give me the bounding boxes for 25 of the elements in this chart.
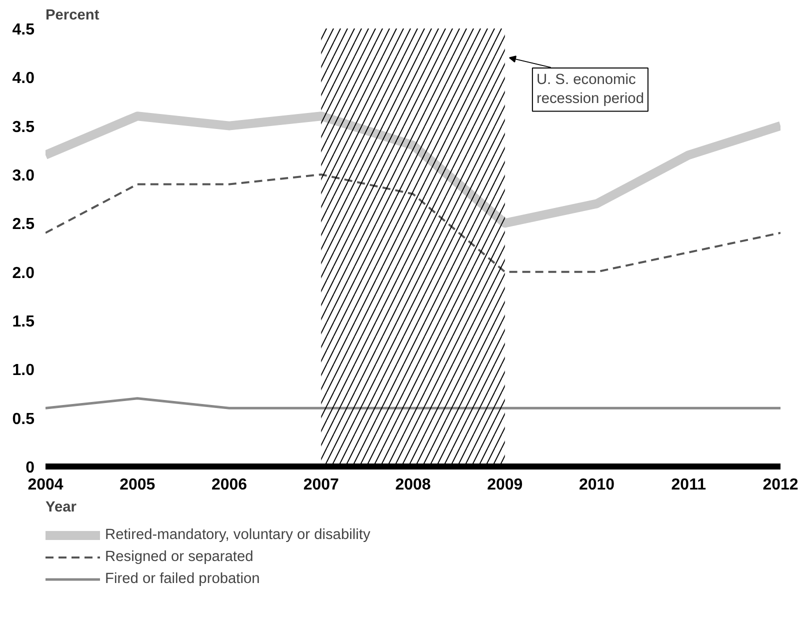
y-tick-label: 1.5 xyxy=(12,314,35,330)
y-tick-label: 3.5 xyxy=(12,118,35,136)
x-tick-label: 2006 xyxy=(211,476,248,494)
y-axis-title: Percent xyxy=(46,8,100,24)
y-tick-label: 3.0 xyxy=(12,168,35,184)
x-tick-label: 2008 xyxy=(395,476,431,494)
y-tick-label: 0.5 xyxy=(12,410,35,428)
x-axis-title: Year xyxy=(46,500,77,516)
y-tick-label: 4.0 xyxy=(12,70,35,88)
y-tick-label: 2.0 xyxy=(12,264,35,282)
y-tick-label: 1.0 xyxy=(12,362,35,380)
x-tick-label: 2009 xyxy=(487,476,523,494)
y-tick-label: 2.5 xyxy=(12,216,35,234)
x-tick-label: 2010 xyxy=(578,476,615,494)
legend-label: Resigned or separated xyxy=(105,549,254,565)
legend-label: Retired-mandatory, voluntary or disability xyxy=(105,527,370,543)
x-tick-label: 2004 xyxy=(28,476,64,494)
x-tick-label: 2012 xyxy=(762,476,798,494)
legend-label: Fired or failed probation xyxy=(105,571,260,587)
x-tick-label: 2005 xyxy=(120,476,156,494)
annotation: U. S. economic recession period xyxy=(536,72,644,108)
x-tick-label: 2007 xyxy=(303,476,340,494)
y-tick-label: 0 xyxy=(26,460,35,476)
x-tick-label: 2011 xyxy=(671,476,706,494)
y-tick-label: 4.5 xyxy=(12,22,35,38)
